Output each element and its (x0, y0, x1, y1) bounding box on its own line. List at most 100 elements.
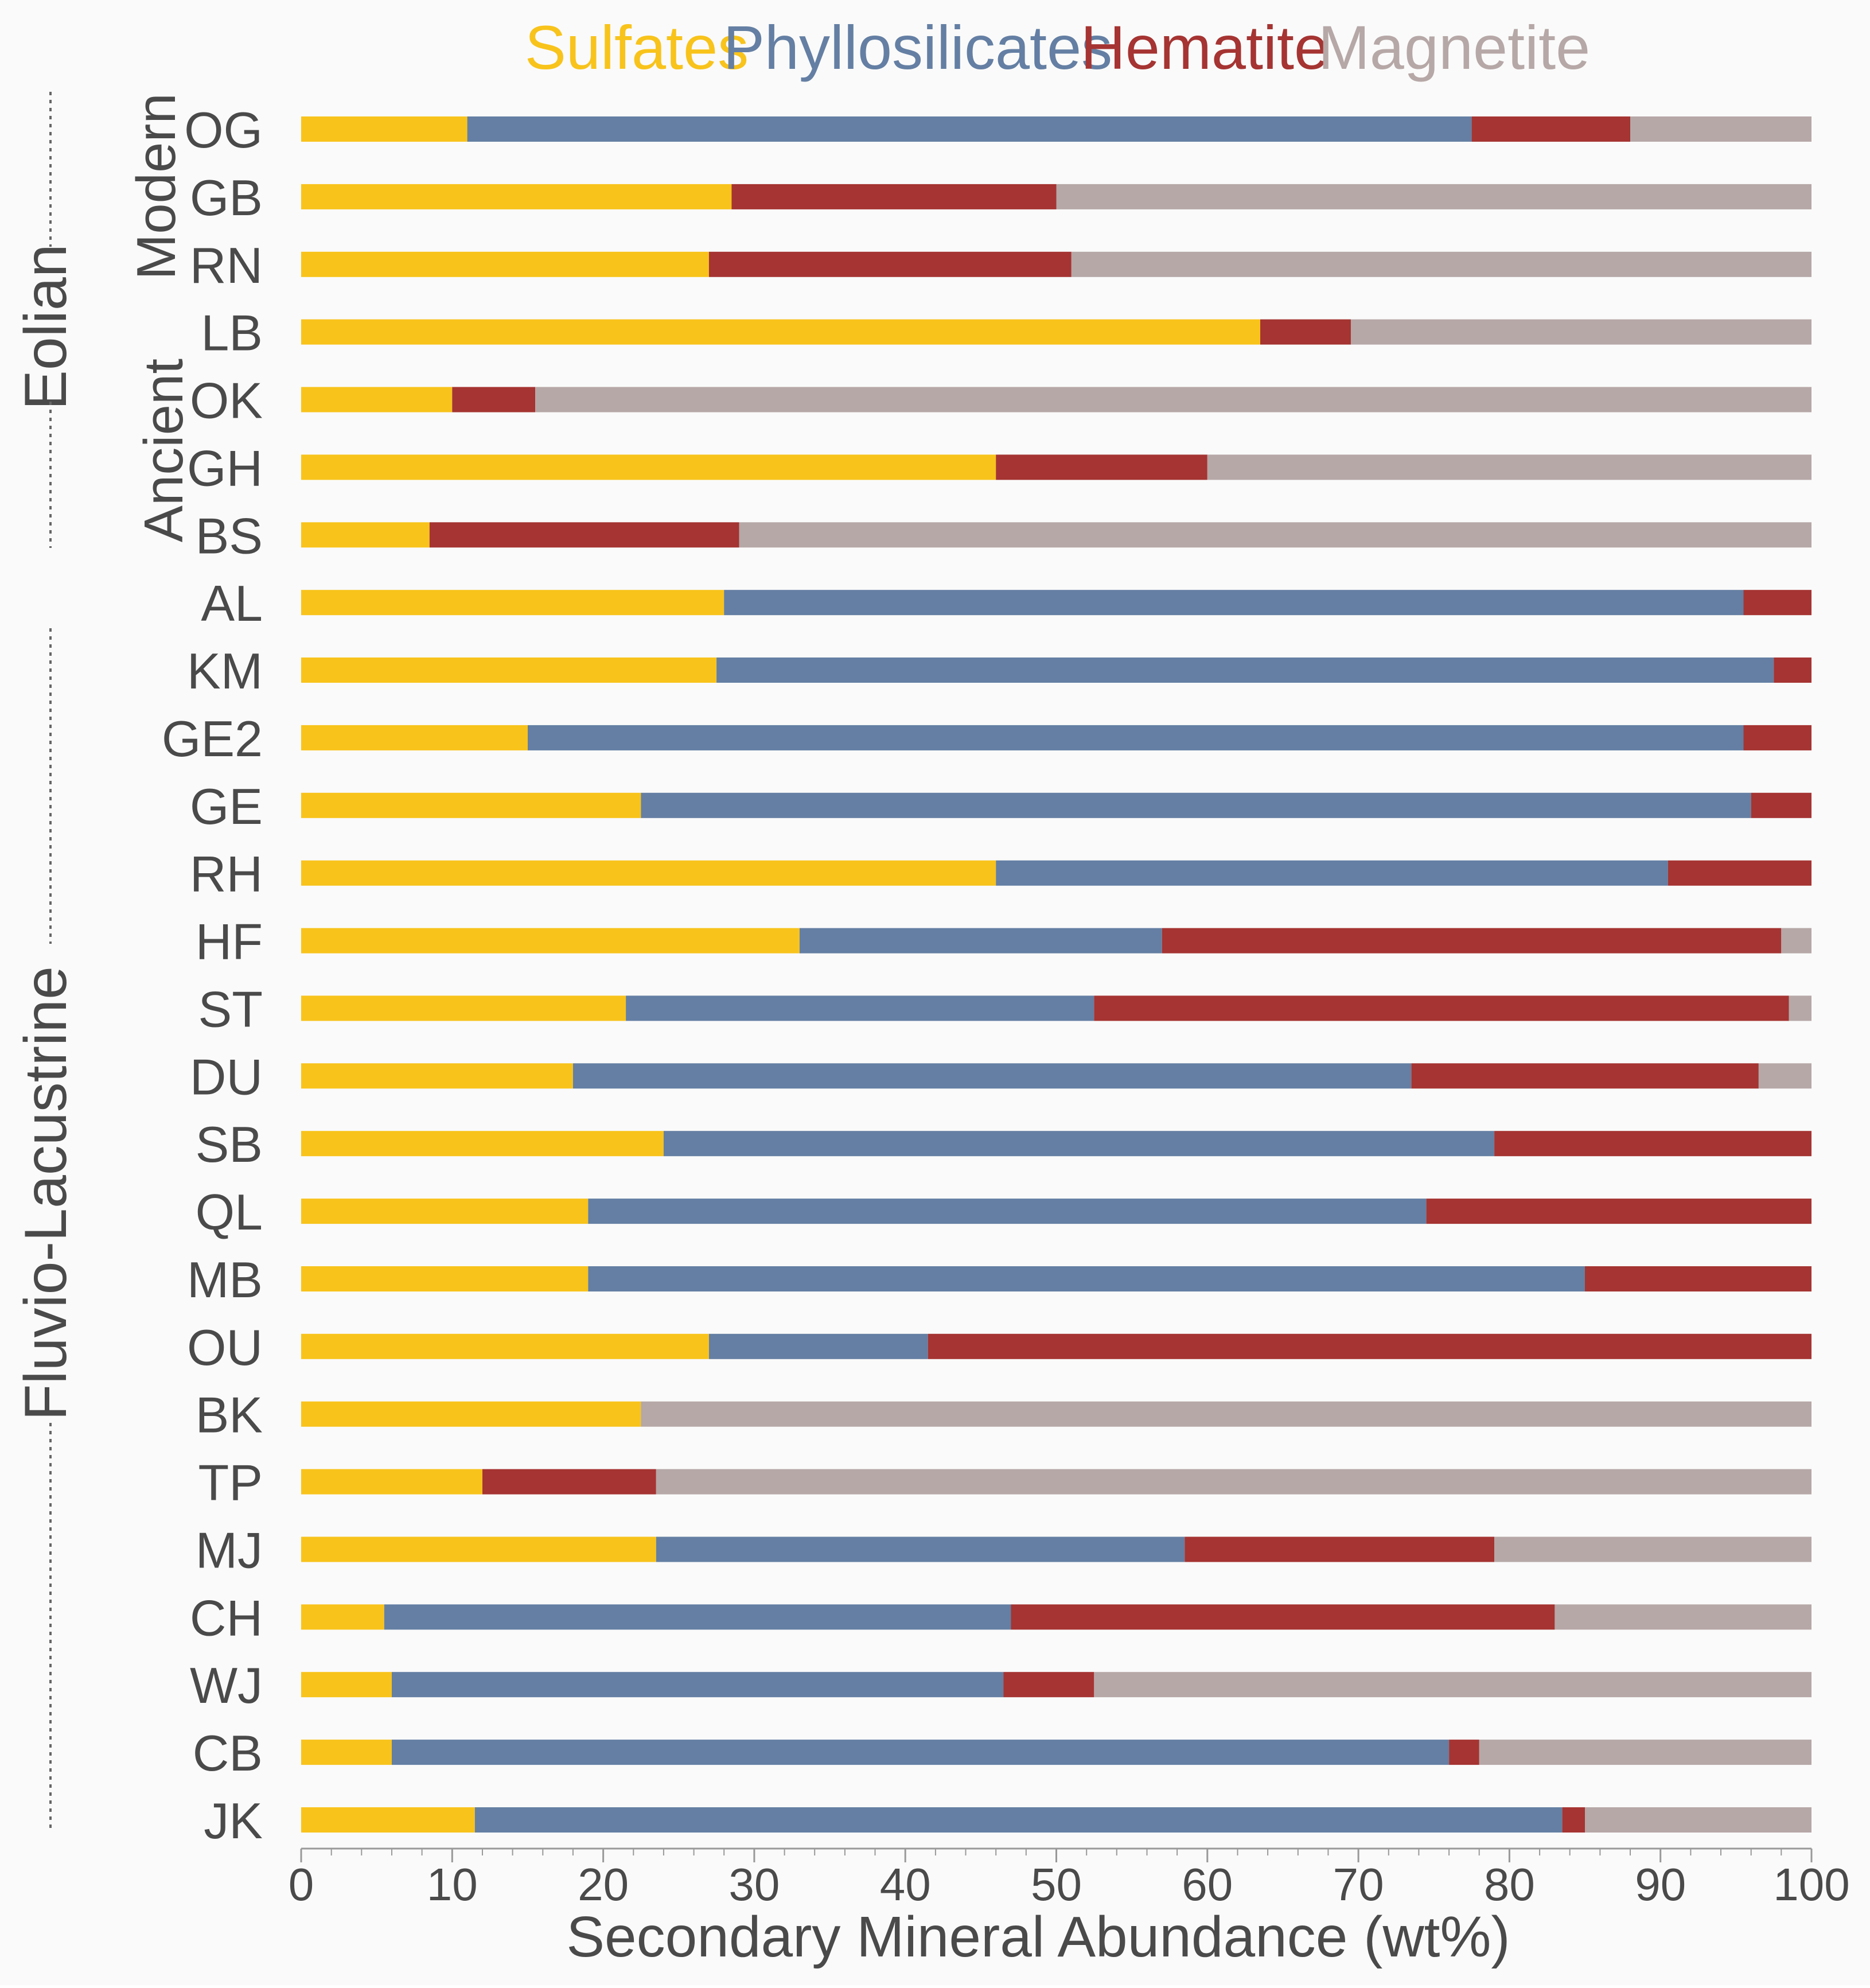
bar-bk-magnetite (641, 1401, 1811, 1427)
bar-du-phyllosilicates (572, 1063, 1412, 1089)
bar-gh-magnetite (1207, 454, 1811, 480)
bar-wj-hematite (1003, 1672, 1094, 1698)
bar-rh-sulfates (301, 860, 996, 886)
x-tick-label: 20 (578, 1859, 629, 1910)
legend-item-magnetite: Magnetite (1318, 13, 1590, 82)
bar-du-sulfates (301, 1063, 573, 1089)
group-labels: Eolian Fluvio-Lacustrine Modern Ancient (13, 92, 194, 1830)
category-label-km: KM (187, 643, 263, 699)
bar-bs-magnetite (739, 522, 1811, 548)
category-label-sb: SB (196, 1116, 263, 1173)
bar-gb-hematite (731, 184, 1057, 209)
bar-st-magnetite (1789, 995, 1811, 1021)
bar-jk-phyllosilicates (474, 1807, 1563, 1833)
category-label-al: AL (201, 575, 263, 632)
bar-rh-hematite (1668, 860, 1811, 886)
bar-tp-magnetite (656, 1469, 1811, 1495)
category-label-st: ST (198, 981, 263, 1037)
category-label-wj: WJ (190, 1657, 263, 1714)
legend: Sulfates Phyllosilicates Hematite Magnet… (525, 13, 1590, 82)
bar-rn-magnetite (1071, 251, 1811, 277)
x-tick-label: 50 (1031, 1859, 1082, 1910)
bar-ge-hematite (1751, 792, 1811, 818)
bar-hf-hematite (1162, 928, 1782, 954)
x-tick-label: 30 (728, 1859, 780, 1910)
category-label-bs: BS (196, 507, 263, 564)
category-label-gb: GB (190, 169, 263, 226)
bar-rn-hematite (708, 251, 1072, 277)
bar-hf-sulfates (301, 928, 800, 954)
bar-hf-magnetite (1781, 928, 1811, 954)
category-label-ge2: GE2 (162, 710, 263, 767)
bar-rn-sulfates (301, 251, 709, 277)
x-tick-label: 60 (1182, 1859, 1233, 1910)
category-label-ql: QL (196, 1184, 263, 1240)
subgroup-label-modern: Modern (126, 93, 187, 280)
bar-hf-phyllosilicates (799, 928, 1162, 954)
bars (301, 116, 1811, 1833)
bar-ge2-phyllosilicates (528, 725, 1744, 750)
bar-st-sulfates (301, 995, 626, 1021)
bar-cb-phyllosilicates (392, 1740, 1450, 1765)
legend-item-phyllosilicates: Phyllosilicates (723, 13, 1112, 82)
bar-mj-sulfates (301, 1536, 656, 1562)
legend-item-sulfates: Sulfates (525, 13, 749, 82)
bar-bs-hematite (429, 522, 739, 548)
x-tick-label: 80 (1484, 1859, 1535, 1910)
x-tick-label: 90 (1635, 1859, 1686, 1910)
category-label-ch: CH (190, 1589, 263, 1646)
bar-wj-magnetite (1094, 1672, 1811, 1698)
bar-ql-hematite (1426, 1199, 1811, 1224)
category-label-mb: MB (187, 1251, 263, 1308)
bar-ge-sulfates (301, 792, 641, 818)
bar-ch-sulfates (301, 1604, 384, 1630)
category-label-ok: OK (190, 372, 263, 429)
x-axis-title: Secondary Mineral Abundance (wt%) (566, 1905, 1510, 1969)
x-tick-label: 10 (427, 1859, 478, 1910)
bar-mb-phyllosilicates (588, 1266, 1585, 1291)
bar-gb-sulfates (301, 184, 732, 209)
bar-ge2-hematite (1743, 725, 1811, 750)
bar-rh-phyllosilicates (996, 860, 1668, 886)
x-tick-label: 40 (880, 1859, 931, 1910)
category-label-rh: RH (190, 846, 263, 902)
bar-tp-sulfates (301, 1469, 482, 1495)
category-label-cb: CB (193, 1725, 263, 1781)
subgroup-label-ancient: Ancient (133, 359, 194, 542)
bar-mj-magnetite (1494, 1536, 1811, 1562)
bar-wj-phyllosilicates (392, 1672, 1004, 1698)
bar-ou-sulfates (301, 1333, 709, 1359)
bar-ql-phyllosilicates (588, 1199, 1427, 1224)
category-label-hf: HF (196, 913, 263, 970)
bar-jk-sulfates (301, 1807, 475, 1833)
bar-ch-magnetite (1555, 1604, 1811, 1630)
bar-ch-hematite (1011, 1604, 1555, 1630)
category-label-og: OG (184, 102, 263, 158)
bar-og-phyllosilicates (467, 116, 1472, 142)
bar-km-phyllosilicates (716, 658, 1774, 683)
group-label-eolian: Eolian (13, 244, 79, 410)
bar-lb-hematite (1260, 319, 1351, 345)
bar-al-hematite (1743, 590, 1811, 616)
category-label-tp: TP (198, 1454, 263, 1511)
x-tick-label: 0 (289, 1859, 314, 1910)
bar-sb-hematite (1494, 1131, 1811, 1157)
bar-ou-phyllosilicates (708, 1333, 928, 1359)
bar-lb-magnetite (1350, 319, 1811, 345)
bar-du-hematite (1411, 1063, 1759, 1089)
bar-sb-sulfates (301, 1131, 664, 1157)
bar-og-sulfates (301, 116, 468, 142)
bar-cb-hematite (1449, 1740, 1479, 1765)
bar-st-hematite (1094, 995, 1789, 1021)
bar-ch-phyllosilicates (384, 1604, 1011, 1630)
bar-ok-sulfates (301, 387, 453, 413)
bar-bs-sulfates (301, 522, 430, 548)
bar-km-hematite (1774, 658, 1811, 683)
legend-item-hematite: Hematite (1081, 13, 1329, 82)
category-label-ge: GE (190, 778, 263, 835)
bar-mb-sulfates (301, 1266, 589, 1291)
bar-og-magnetite (1630, 116, 1811, 142)
x-axis: 0 10 20 30 40 50 60 70 80 90 100 (289, 1847, 1850, 1910)
